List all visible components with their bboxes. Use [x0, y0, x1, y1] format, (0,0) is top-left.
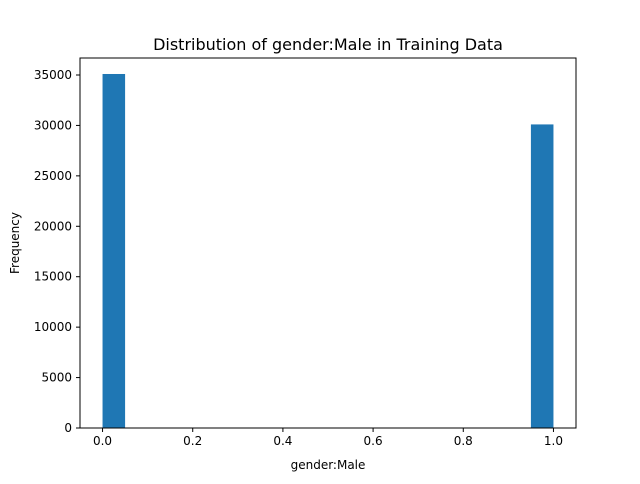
- y-tick-label: 35000: [34, 68, 72, 82]
- y-tick-label: 10000: [34, 320, 72, 334]
- y-axis-ticks: 0 5000 10000 15000 20000 25000 30000 35000: [34, 68, 80, 435]
- x-tick-label: 0.6: [364, 434, 383, 448]
- y-tick-label: 30000: [34, 118, 72, 132]
- histogram-bar: [102, 73, 126, 429]
- plot-frame: [79, 57, 577, 429]
- y-tick-label: 25000: [34, 169, 72, 183]
- x-axis-ticks: 0.0 0.2 0.4 0.6 0.8 1.0: [93, 428, 563, 448]
- x-tick-label: 0.8: [454, 434, 473, 448]
- x-tick-label: 1.0: [544, 434, 563, 448]
- x-tick-label: 0.4: [273, 434, 292, 448]
- y-tick-label: 5000: [41, 371, 72, 385]
- y-tick-label: 15000: [34, 270, 72, 284]
- y-tick-label: 20000: [34, 219, 72, 233]
- x-axis-label: gender:Male: [291, 458, 366, 472]
- histogram-bar: [530, 124, 554, 429]
- bars-layer: [102, 73, 554, 429]
- x-tick-label: 0.0: [93, 434, 112, 448]
- x-tick-label: 0.2: [183, 434, 202, 448]
- chart-title: Distribution of gender:Male in Training …: [153, 35, 503, 54]
- y-tick-label: 0: [64, 421, 72, 435]
- y-axis-label: Frequency: [8, 212, 22, 274]
